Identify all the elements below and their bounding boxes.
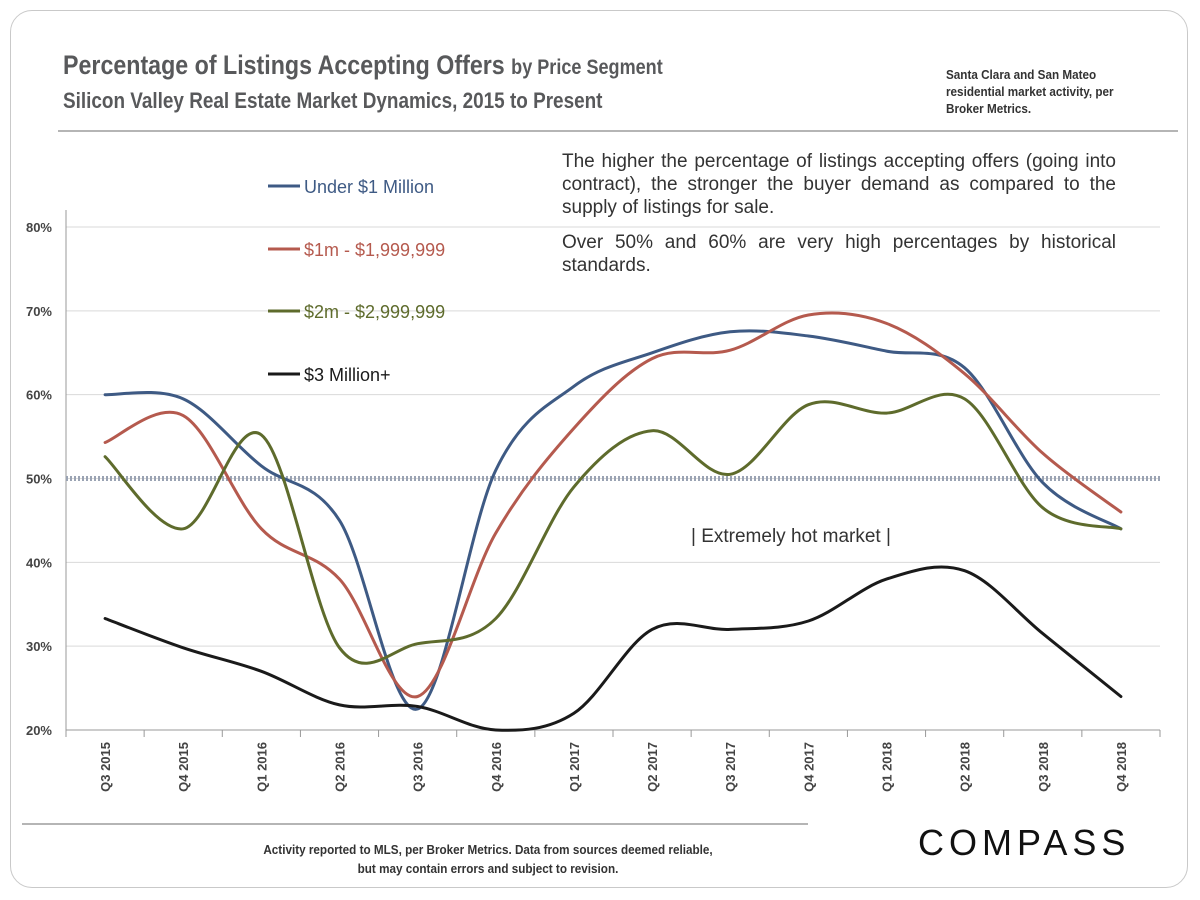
y-tick-label: 20%: [26, 723, 52, 738]
x-tick-label: Q4 2018: [1114, 742, 1129, 792]
legend-label-2: $1m - $1,999,999: [304, 240, 445, 260]
chart-title-suffix: by Price Segment: [511, 56, 663, 79]
x-tick-label: Q1 2016: [254, 742, 269, 792]
description-para-1: The higher the percentage of listings ac…: [562, 151, 1116, 218]
y-tick-label: 40%: [26, 555, 52, 570]
x-tick-label: Q3 2015: [98, 742, 113, 792]
chart-title: Percentage of Listings Accepting Offers …: [63, 50, 663, 80]
x-tick-label: Q1 2017: [567, 742, 582, 792]
y-tick-label: 60%: [26, 388, 52, 403]
x-tick-label: Q3 2018: [1036, 742, 1051, 792]
series-line-2: [103, 311, 1123, 699]
source-note: Santa Clara and San Mateo residential ma…: [946, 67, 1114, 116]
chart-description: The higher the percentage of listings ac…: [562, 150, 1116, 289]
x-tick-label: Q4 2016: [489, 742, 504, 792]
hot-market-annotation: | Extremely hot market |: [691, 526, 891, 547]
x-tick-label: Q2 2016: [333, 742, 348, 792]
legend-label-3: $2m - $2,999,999: [304, 302, 445, 322]
series-line-4: [103, 565, 1123, 732]
x-tick-label: Q4 2015: [176, 742, 191, 792]
chart-subtitle: Silicon Valley Real Estate Market Dynami…: [63, 88, 603, 113]
x-tick-label: Q2 2018: [958, 742, 973, 792]
chart-card: [10, 10, 1188, 888]
y-tick-label: 30%: [26, 639, 52, 654]
footer-divider: [22, 823, 808, 825]
x-tick-label: Q3 2017: [723, 742, 738, 792]
compass-logo: COMPASS: [918, 822, 1130, 864]
y-tick-label: 70%: [26, 304, 52, 319]
logo-text: COMPASS: [918, 822, 1131, 863]
x-tick-label: Q2 2017: [645, 742, 660, 792]
footer-note: Activity reported to MLS, per Broker Met…: [263, 842, 713, 876]
legend-label-4: $3 Million+: [304, 365, 391, 385]
x-tick-label: Q4 2017: [801, 742, 816, 792]
series-line-1: [103, 329, 1123, 711]
y-tick-label: 80%: [26, 220, 52, 235]
legend-label-1: Under $1 Million: [304, 177, 434, 197]
x-tick-label: Q3 2016: [411, 742, 426, 792]
header-divider: [58, 130, 1178, 132]
series-line-3: [103, 392, 1123, 665]
y-tick-label: 50%: [26, 472, 52, 487]
description-para-2: Over 50% and 60% are very high percentag…: [562, 232, 1116, 276]
x-tick-label: Q1 2018: [880, 742, 895, 792]
